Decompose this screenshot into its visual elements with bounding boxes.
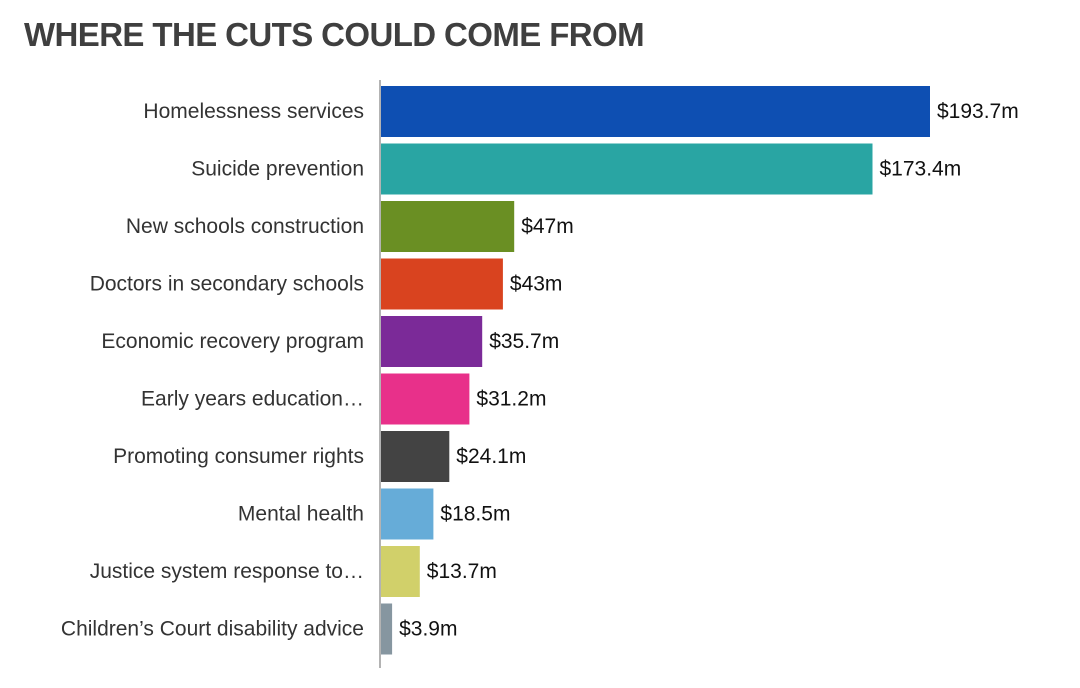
- bar: [381, 258, 503, 310]
- value-label: $18.5m: [440, 503, 510, 526]
- bar: [381, 373, 470, 425]
- value-label: $13.7m: [427, 560, 497, 583]
- bar: [381, 143, 873, 195]
- value-label: $173.4m: [880, 158, 962, 181]
- category-label: Doctors in secondary schools: [90, 273, 364, 296]
- category-label: New schools construction: [126, 215, 364, 238]
- value-label: $24.1m: [456, 445, 526, 468]
- bar: [381, 316, 483, 367]
- category-label: Justice system response to…: [90, 560, 364, 583]
- value-label: $31.2m: [476, 388, 546, 411]
- bar: [381, 431, 450, 482]
- bars-group: Homelessness services $193.7m Suicide prev…: [61, 86, 1019, 655]
- value-label: $3.9m: [399, 618, 457, 641]
- category-label: Children’s Court disability advice: [61, 618, 364, 641]
- category-label: Mental health: [238, 503, 364, 526]
- value-label: $47m: [521, 215, 574, 238]
- bar: [381, 488, 434, 540]
- bar: [381, 201, 515, 252]
- value-label: $43m: [510, 273, 563, 296]
- value-label: $193.7m: [937, 100, 1019, 123]
- category-label: Suicide prevention: [191, 158, 364, 181]
- bar: [381, 546, 420, 597]
- value-label: $35.7m: [489, 330, 559, 353]
- category-label: Promoting consumer rights: [113, 445, 364, 468]
- bar: [381, 603, 393, 655]
- bar: [381, 86, 930, 137]
- category-label: Economic recovery program: [101, 330, 364, 353]
- category-label: Homelessness services: [143, 100, 364, 123]
- category-label: Early years education…: [141, 388, 364, 411]
- chart-title: WHERE THE CUTS COULD COME FROM: [24, 16, 645, 53]
